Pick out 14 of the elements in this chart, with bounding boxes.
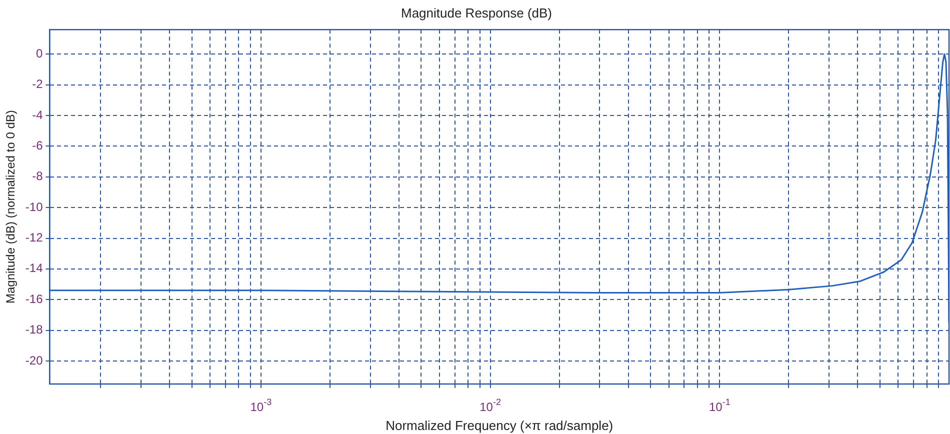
chart-title: Magnitude Response (dB) xyxy=(400,5,552,20)
y-tick-label: -14 xyxy=(25,261,44,276)
y-tick-label: -18 xyxy=(25,322,44,337)
y-tick-label: -10 xyxy=(25,200,44,214)
y-tick-label: -4 xyxy=(32,108,44,122)
y-tick-label: -20 xyxy=(25,353,44,368)
y-tick-label: -6 xyxy=(32,138,44,153)
y-tick-label: -2 xyxy=(32,77,44,92)
x-axis-title: Normalized Frequency (×π rad/sample) xyxy=(386,418,614,433)
y-axis-title: Magnitude (dB) (normalized to 0 dB) xyxy=(4,110,18,304)
y-tick-label: -12 xyxy=(25,230,44,245)
y-tick-label: 0 xyxy=(36,46,44,60)
y-tick-label: -16 xyxy=(25,292,44,306)
y-tick-label: -8 xyxy=(32,169,44,184)
